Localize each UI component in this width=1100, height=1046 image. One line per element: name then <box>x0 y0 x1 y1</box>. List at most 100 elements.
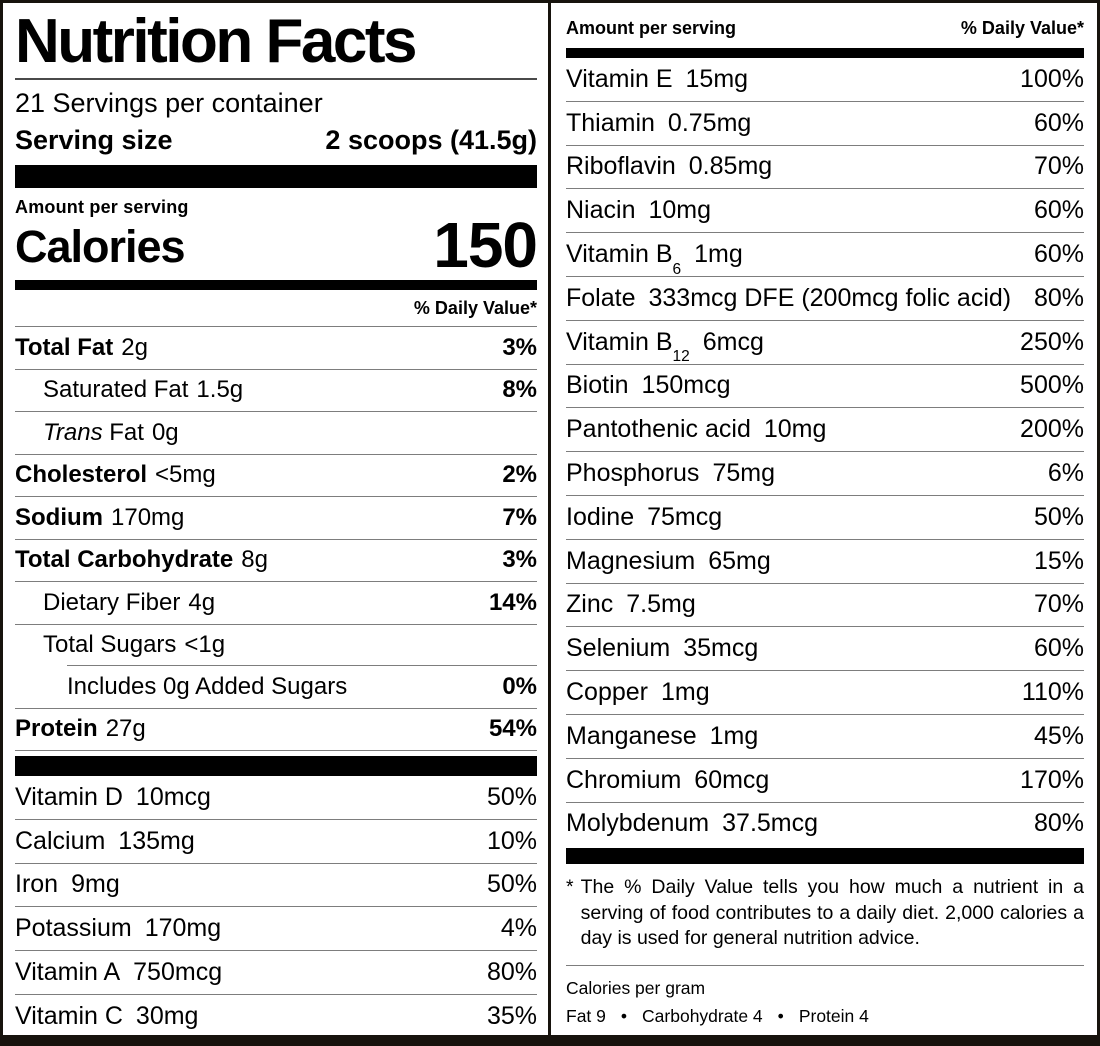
thick-rule <box>15 756 537 776</box>
row-vitamin-d: Vitamin D 10mcg 50% <box>15 776 537 820</box>
daily-value-percent: 80% <box>1033 809 1084 838</box>
nutrient-amount: 60mcg <box>694 765 770 794</box>
daily-value-percent: 170% <box>1020 765 1084 794</box>
row-magnesium: Magnesium 65mg 15% <box>566 540 1084 584</box>
daily-value-percent: 50% <box>486 870 537 899</box>
row-chromium: Chromium 60mcg 170% <box>566 759 1084 803</box>
nutrient-name-and-amount: Vitamin A 750mcg <box>15 958 222 987</box>
nutrient-name-and-amount: Vitamin C 30mg <box>15 1002 198 1031</box>
nutrient-amount: 8g <box>241 546 268 574</box>
hairline-rule <box>566 964 1084 966</box>
row-includes-0g-added-sugars: Includes 0g Added Sugars 0% <box>15 665 537 709</box>
daily-value-footnote: * The % Daily Value tells you how much a… <box>566 864 1084 965</box>
row-total-fat: Total Fat 2g 3% <box>15 327 537 370</box>
daily-value-percent: 3% <box>502 333 537 361</box>
nutrient-name: Thiamin <box>566 108 655 137</box>
row-phosphorus: Phosphorus 75mg 6% <box>566 452 1084 496</box>
bullet-separator: • <box>777 1005 784 1026</box>
daily-value-percent: 60% <box>1033 240 1084 269</box>
nutrient-amount: 1mg <box>709 721 759 750</box>
daily-value-percent: 4% <box>500 914 537 943</box>
row-iodine: Iodine 75mcg 50% <box>566 496 1084 540</box>
nutrient-name-and-amount: Vitamin B12 6mcg <box>566 327 764 365</box>
nutrient-name-and-amount: Magnesium 65mg <box>566 547 771 576</box>
row-vitamin-c: Vitamin C 30mg 35% <box>15 995 537 1039</box>
nutrient-name: Selenium <box>566 634 671 663</box>
nutrient-name-and-amount: Thiamin 0.75mg <box>566 109 751 138</box>
nutrient-amount: 30mg <box>135 1001 199 1030</box>
nutrient-name-and-amount: Vitamin D 10mcg <box>15 783 211 812</box>
nutrient-name-and-amount: Vitamin E 15mg <box>566 65 748 94</box>
amount-per-serving-header: Amount per serving <box>566 18 737 38</box>
row-total-sugars: Total Sugars <1g <box>15 625 537 667</box>
nutrient-name-and-amount: Phosphorus 75mg <box>566 459 775 488</box>
row-vitamin-e: Vitamin E 15mg 100% <box>566 58 1084 102</box>
calories-row: Calories 150 <box>15 209 538 281</box>
row-thiamin: Thiamin 0.75mg 60% <box>566 102 1084 146</box>
micronutrient-column: Amount per serving % Daily Value* Vitami… <box>551 3 1097 1043</box>
row-riboflavin: Riboflavin 0.85mg 70% <box>566 146 1084 190</box>
calories-label: Calories <box>15 221 186 272</box>
nutrient-name: Biotin <box>566 371 629 400</box>
nutrient-amount: 1mg <box>661 678 710 707</box>
nutrient-amount: 1.5g <box>196 376 244 404</box>
nutrient-amount: 0.75mg <box>667 108 752 137</box>
daily-value-percent: 250% <box>1020 327 1084 356</box>
calories-per-gram-values: Fat 9 • Carbohydrate 4 • Protein 4 <box>566 999 1084 1027</box>
nutrient-amount: 65mg <box>708 546 771 575</box>
calories-value: 150 <box>433 209 538 281</box>
nutrient-name-and-amount: Iodine 75mcg <box>566 503 722 532</box>
nutrient-name: Total Fat <box>15 333 114 361</box>
nutrient-name: Phosphorus <box>566 459 700 488</box>
amount-per-serving-label: Amount per serving <box>15 197 189 217</box>
right-column-header: Amount per serving % Daily Value* <box>566 15 1084 48</box>
serving-size-value: 2 scoops (41.5g) <box>325 125 537 155</box>
nutrient-name-and-amount: Total Sugars <1g <box>43 631 225 659</box>
nutrient-amount: 37.5mcg <box>722 809 819 838</box>
daily-value-header: % Daily Value* <box>15 290 537 327</box>
calories-per-gram-item: Protein 4 <box>798 1005 869 1026</box>
row-zinc: Zinc 7.5mg 70% <box>566 584 1084 628</box>
daily-value-percent: 60% <box>1033 634 1084 663</box>
nutrient-name: Chromium <box>566 765 682 794</box>
nutrient-name: Magnesium <box>566 546 696 575</box>
label-bottom-rule <box>3 1035 1097 1043</box>
serving-size-row: Serving size 2 scoops (41.5g) <box>15 125 537 156</box>
daily-value-percent: 2% <box>502 461 537 489</box>
title-rule <box>15 78 537 80</box>
nutrient-name-and-amount: Zinc 7.5mg <box>566 590 696 619</box>
nutrient-name: Dietary Fiber <box>43 588 181 616</box>
nutrient-amount: 150mcg <box>641 371 731 400</box>
daily-value-percent: 60% <box>1033 196 1084 225</box>
nutrient-name: Manganese <box>566 721 697 750</box>
nutrient-name-and-amount: Niacin 10mg <box>566 196 711 225</box>
nutrient-amount: 170mg <box>111 503 185 531</box>
nutrient-amount: 0g <box>151 418 179 446</box>
daily-value-percent: 14% <box>488 588 537 616</box>
nutrient-name: Iron <box>15 870 59 899</box>
nutrient-name-and-amount: Biotin 150mcg <box>566 371 731 400</box>
row-protein: Protein 27g 54% <box>15 709 537 751</box>
nutrient-name-and-amount: Total Fat 2g <box>15 334 148 362</box>
daily-value-percent: 80% <box>1033 283 1084 312</box>
daily-value-header: % Daily Value* <box>960 18 1084 38</box>
nutrient-name: Vitamin B <box>566 327 673 356</box>
nutrient-name-and-amount: Selenium 35mcg <box>566 634 758 663</box>
nutrient-amount: 75mcg <box>647 502 723 531</box>
nutrient-amount: 333mcg DFE (200mcg folic acid) <box>648 283 1012 312</box>
nutrient-amount: 1mg <box>694 240 743 269</box>
nutrient-name: Sodium <box>15 503 103 531</box>
nutrient-name: Niacin <box>566 196 636 225</box>
row-manganese: Manganese 1mg 45% <box>566 715 1084 759</box>
nutrient-name-and-amount: Vitamin B6 1mg <box>566 240 743 277</box>
nutrient-amount: 10mg <box>763 415 827 444</box>
row-vitamin-a: Vitamin A 750mcg 80% <box>15 951 537 995</box>
nutrient-amount: 10mg <box>648 196 712 225</box>
calories-per-gram-item: Carbohydrate 4 <box>642 1005 763 1026</box>
row-vitamin-b12: Vitamin B12 6mcg 250% <box>566 321 1084 365</box>
label-title: Nutrition Facts <box>15 7 417 76</box>
row-copper: Copper 1mg 110% <box>566 671 1084 715</box>
row-vitamin-b6: Vitamin B6 1mg 60% <box>566 233 1084 277</box>
nutrient-name: Calcium <box>15 826 106 855</box>
nutrient-name: Cholesterol <box>15 461 148 489</box>
